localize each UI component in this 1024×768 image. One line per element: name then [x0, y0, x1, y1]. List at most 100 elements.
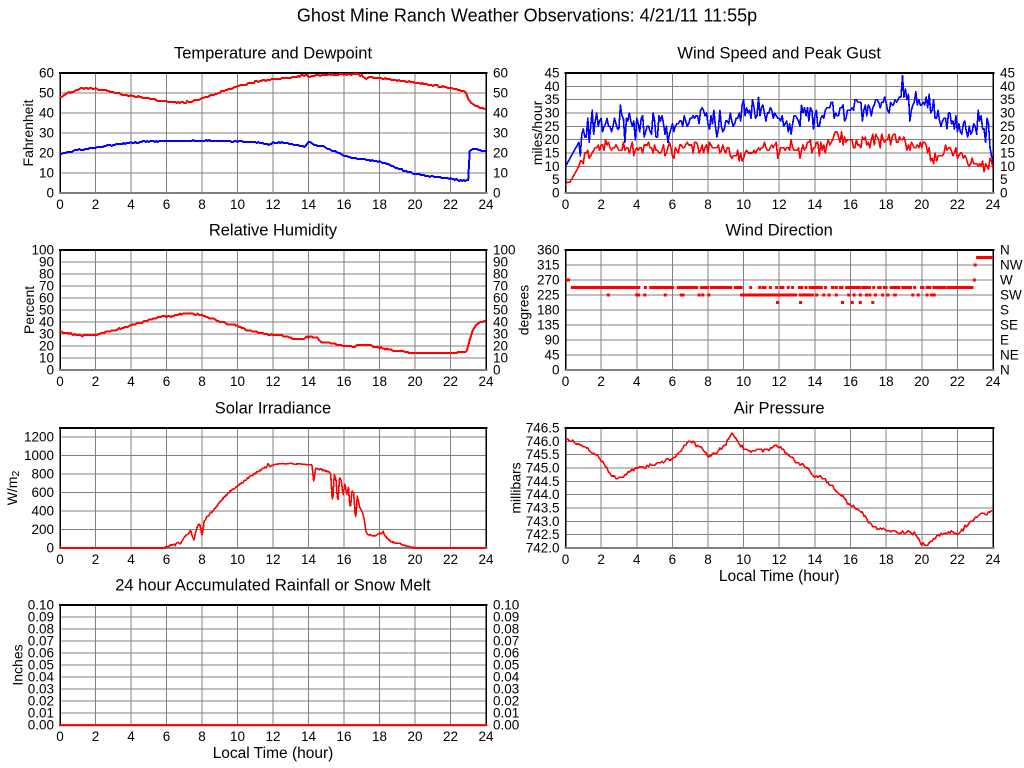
- svg-text:315: 315: [537, 258, 560, 273]
- svg-text:18: 18: [879, 552, 894, 567]
- svg-text:742.5: 742.5: [526, 527, 560, 542]
- svg-text:0.02: 0.02: [493, 694, 519, 709]
- svg-text:100: 100: [31, 243, 54, 258]
- svg-text:0.04: 0.04: [28, 670, 55, 685]
- svg-text:8: 8: [704, 374, 712, 389]
- svg-text:50: 50: [493, 303, 508, 318]
- svg-text:4: 4: [127, 197, 135, 212]
- svg-text:90: 90: [493, 255, 508, 270]
- svg-text:14: 14: [807, 197, 823, 212]
- svg-text:0: 0: [46, 541, 54, 556]
- svg-text:10: 10: [493, 166, 508, 181]
- svg-text:745.0: 745.0: [526, 461, 560, 476]
- svg-text:0: 0: [56, 374, 64, 389]
- svg-text:20: 20: [407, 729, 422, 744]
- svg-text:20: 20: [544, 132, 559, 147]
- svg-text:0.08: 0.08: [493, 622, 519, 637]
- svg-text:0: 0: [562, 374, 570, 389]
- svg-text:10: 10: [230, 197, 245, 212]
- svg-text:24 hour Accumulated Rainfall o: 24 hour Accumulated Rainfall or Snow Mel…: [115, 577, 431, 595]
- svg-text:80: 80: [493, 267, 508, 282]
- svg-text:12: 12: [265, 197, 280, 212]
- svg-text:0.08: 0.08: [28, 622, 54, 637]
- svg-text:4: 4: [633, 552, 641, 567]
- svg-text:4: 4: [127, 729, 135, 744]
- svg-text:Ghost Mine Ranch Weather Obser: Ghost Mine Ranch Weather Observations: 4…: [297, 6, 757, 26]
- svg-text:S: S: [1000, 303, 1009, 318]
- svg-text:Fahrenheit: Fahrenheit: [20, 99, 36, 166]
- svg-text:746.5: 746.5: [526, 421, 560, 436]
- svg-text:200: 200: [31, 522, 54, 537]
- svg-text:12: 12: [772, 374, 787, 389]
- svg-text:4: 4: [127, 552, 135, 567]
- svg-text:0.06: 0.06: [493, 646, 519, 661]
- svg-text:50: 50: [39, 303, 54, 318]
- svg-text:16: 16: [336, 374, 351, 389]
- svg-text:10: 10: [230, 729, 245, 744]
- svg-text:14: 14: [301, 197, 317, 212]
- svg-text:18: 18: [372, 729, 387, 744]
- svg-text:14: 14: [301, 729, 317, 744]
- svg-text:20: 20: [493, 146, 508, 161]
- svg-text:20: 20: [407, 552, 422, 567]
- svg-text:600: 600: [31, 485, 54, 500]
- svg-text:10: 10: [39, 166, 54, 181]
- svg-text:NE: NE: [1000, 348, 1019, 363]
- svg-text:6: 6: [163, 729, 171, 744]
- svg-text:800: 800: [31, 467, 54, 482]
- svg-text:30: 30: [493, 327, 508, 342]
- svg-text:2: 2: [92, 729, 100, 744]
- svg-text:10: 10: [544, 159, 559, 174]
- svg-text:0.00: 0.00: [493, 718, 519, 733]
- svg-text:2: 2: [92, 197, 100, 212]
- svg-text:6: 6: [163, 374, 171, 389]
- svg-text:24: 24: [478, 729, 494, 744]
- svg-text:2: 2: [597, 197, 605, 212]
- svg-text:45: 45: [544, 348, 559, 363]
- svg-text:Inches: Inches: [10, 644, 26, 685]
- svg-text:10: 10: [736, 552, 751, 567]
- svg-text:16: 16: [843, 374, 858, 389]
- svg-text:25: 25: [544, 119, 559, 134]
- svg-text:40: 40: [493, 315, 508, 330]
- svg-text:24: 24: [478, 374, 494, 389]
- svg-text:12: 12: [265, 374, 280, 389]
- svg-text:400: 400: [31, 504, 54, 519]
- svg-text:135: 135: [537, 318, 560, 333]
- svg-text:35: 35: [544, 92, 559, 107]
- svg-text:10: 10: [736, 374, 751, 389]
- svg-text:0: 0: [493, 186, 501, 201]
- svg-text:14: 14: [301, 374, 317, 389]
- svg-text:0: 0: [493, 363, 501, 378]
- svg-text:80: 80: [39, 267, 54, 282]
- svg-text:22: 22: [443, 197, 458, 212]
- svg-text:20: 20: [39, 146, 54, 161]
- svg-text:SE: SE: [1000, 318, 1018, 333]
- svg-text:24: 24: [985, 197, 1001, 212]
- svg-text:22: 22: [950, 197, 965, 212]
- svg-text:50: 50: [39, 86, 54, 101]
- svg-text:40: 40: [544, 79, 559, 94]
- svg-text:22: 22: [950, 552, 965, 567]
- svg-text:10: 10: [230, 374, 245, 389]
- svg-text:Temperature and Dewpoint: Temperature and Dewpoint: [174, 45, 373, 63]
- svg-text:30: 30: [39, 126, 54, 141]
- svg-text:60: 60: [39, 291, 54, 306]
- svg-text:0.09: 0.09: [493, 610, 519, 625]
- svg-text:743.5: 743.5: [526, 501, 560, 516]
- svg-text:N: N: [1000, 363, 1010, 378]
- svg-text:18: 18: [879, 197, 894, 212]
- svg-text:8: 8: [704, 552, 712, 567]
- svg-text:40: 40: [39, 106, 54, 121]
- svg-text:6: 6: [669, 197, 677, 212]
- svg-text:742.0: 742.0: [526, 541, 560, 556]
- svg-text:8: 8: [198, 552, 206, 567]
- svg-text:0: 0: [56, 729, 64, 744]
- svg-text:8: 8: [198, 729, 206, 744]
- svg-text:0.07: 0.07: [493, 634, 519, 649]
- svg-text:20: 20: [493, 339, 508, 354]
- svg-text:10: 10: [1000, 159, 1015, 174]
- svg-text:5: 5: [552, 172, 560, 187]
- svg-text:0: 0: [1000, 186, 1008, 201]
- svg-text:90: 90: [39, 255, 54, 270]
